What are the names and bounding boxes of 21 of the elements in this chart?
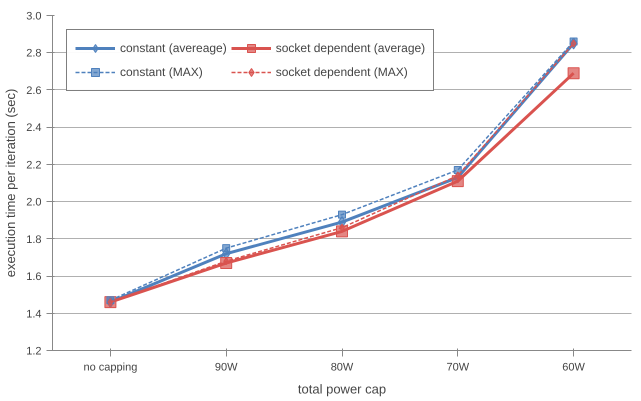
- x-tick-label: 80W: [330, 362, 354, 374]
- y-axis-title: execution time per iteration (sec): [3, 88, 18, 278]
- x-tick-label: no capping: [83, 362, 138, 374]
- y-tick-label: 3.0: [26, 10, 42, 22]
- y-tick-label: 2.4: [26, 122, 42, 134]
- y-tick-label: 2.8: [26, 48, 42, 60]
- legend-label: constant (avereage): [120, 41, 227, 55]
- x-tick-label: 70W: [446, 362, 470, 374]
- x-tick-label: 90W: [214, 362, 238, 374]
- x-tick-label: 60W: [562, 362, 586, 374]
- y-tick-label: 1.4: [26, 308, 42, 320]
- y-tick-label: 2.6: [26, 84, 42, 97]
- y-tick-label: 1.6: [26, 271, 42, 284]
- legend-label: socket dependent (MAX): [276, 65, 408, 79]
- y-tick-label: 2.2: [26, 159, 42, 172]
- x-axis-title: total power cap: [298, 382, 386, 396]
- legend-label: socket dependent (average): [276, 41, 426, 55]
- y-tick-label: 1.2: [26, 346, 42, 358]
- legend-label: constant (MAX): [120, 65, 203, 79]
- y-tick-label: 1.8: [26, 234, 42, 246]
- y-tick-label: 2.0: [26, 196, 42, 209]
